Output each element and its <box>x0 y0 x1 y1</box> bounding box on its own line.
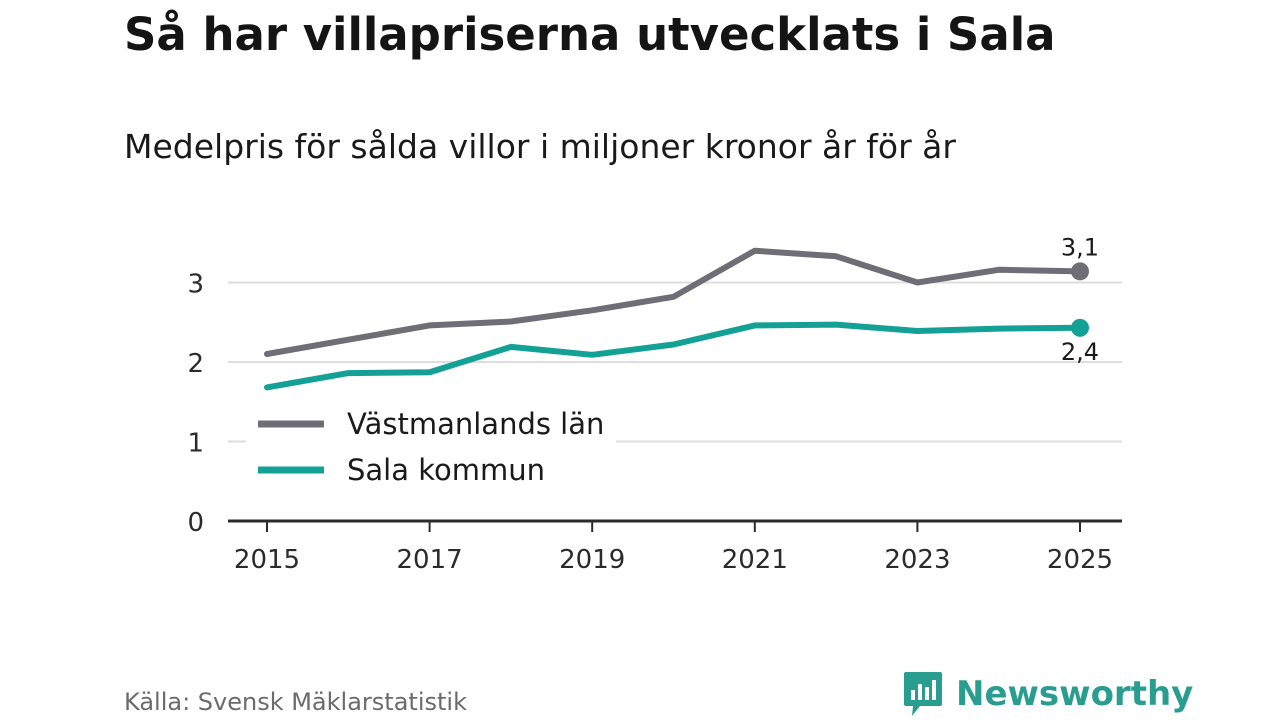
series-line-sala <box>264 321 1083 391</box>
endpoint-dot-sala <box>1071 318 1089 337</box>
y-tick-label: 3 <box>187 270 204 300</box>
y-tick-label: 1 <box>187 429 204 459</box>
y-axis-ticks: 0 1 2 3 <box>187 270 204 539</box>
y-tick-label: 0 <box>187 508 204 538</box>
x-tick-label: 2021 <box>722 545 788 575</box>
x-tick-label: 2015 <box>234 545 300 575</box>
brand-name: Newsworthy <box>956 674 1194 714</box>
x-tick-label: 2025 <box>1047 545 1113 575</box>
end-value-label-vastmanland: 3,1 <box>1061 233 1099 261</box>
endpoint-dot-vastmanland <box>1071 262 1089 281</box>
series <box>264 247 1089 391</box>
legend-label-vastmanland: Västmanlands län <box>347 407 604 441</box>
newsworthy-logo-icon <box>904 672 942 716</box>
brand-logo[interactable]: Newsworthy <box>902 670 1193 718</box>
x-tick-label: 2017 <box>397 545 463 575</box>
x-tick-label: 2019 <box>559 545 625 575</box>
legend: Västmanlands län Sala kommun <box>246 400 616 492</box>
legend-background <box>246 400 616 492</box>
x-tick-label: 2023 <box>884 545 950 575</box>
chart-subtitle: Medelpris för sålda villor i miljoner kr… <box>124 127 956 166</box>
chart-title: Så har villapriserna utvecklats i Sala <box>124 8 1056 61</box>
end-value-label-sala: 2,4 <box>1061 338 1099 366</box>
legend-label-sala: Sala kommun <box>347 453 545 487</box>
series-line-vastmanland <box>264 247 1083 357</box>
x-axis-ticks: 2015 2017 2019 2021 2023 2025 <box>234 521 1113 575</box>
y-tick-label: 2 <box>187 349 204 379</box>
source-note: Källa: Svensk Mäklarstatistik <box>124 688 467 716</box>
